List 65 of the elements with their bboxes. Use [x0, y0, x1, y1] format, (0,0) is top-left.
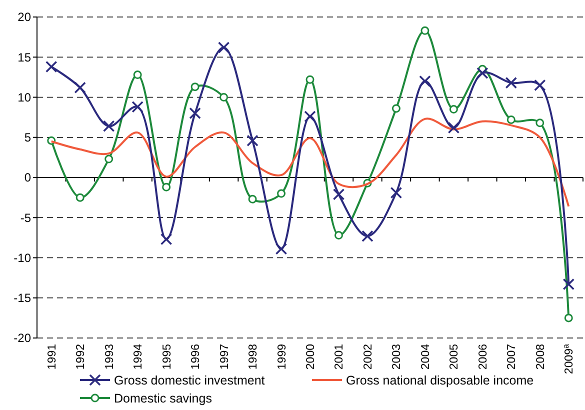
point [362, 230, 374, 242]
y-tick-label: 5 [24, 130, 32, 145]
legend-label: Gross domestic investment [114, 373, 266, 388]
y-tick-label: 15 [18, 50, 32, 64]
point [564, 314, 573, 322]
point [534, 79, 546, 92]
point [102, 120, 115, 132]
point [476, 67, 488, 80]
x-tick-label: 1992 [75, 344, 88, 370]
y-tick-label: -10 [14, 250, 32, 265]
x-tick-label: 2006 [477, 344, 490, 370]
x-tick-label: 1991 [46, 344, 58, 370]
x-tick-label: 1993 [104, 344, 116, 370]
point [506, 115, 516, 124]
point [536, 118, 544, 128]
y-tick-label: -20 [14, 331, 32, 346]
legend-label: Domestic savings [114, 391, 212, 406]
x-tick-label: 1998 [248, 344, 260, 370]
x-tick-label: 2007 [506, 344, 518, 370]
x-tick-label: 1999 [276, 344, 288, 370]
point [505, 76, 518, 89]
point [45, 60, 58, 73]
point [104, 154, 114, 164]
point [334, 231, 343, 240]
point [420, 26, 430, 35]
y-tick-label: 10 [18, 90, 32, 104]
point [562, 278, 575, 290]
point [246, 134, 258, 146]
x-tick-label: 2001 [334, 344, 346, 370]
point [218, 42, 230, 54]
x-tick-label: 2005 [448, 344, 461, 370]
point [277, 189, 286, 198]
point [275, 243, 288, 255]
x-tick-label: 1997 [218, 344, 231, 370]
point [189, 107, 201, 120]
x-tick-label: 2008 [534, 344, 547, 370]
point [248, 194, 257, 204]
x-tick-label: 1996 [190, 344, 202, 370]
x-tick-label: 2002 [362, 344, 374, 370]
point [220, 93, 228, 102]
point [449, 105, 458, 114]
point [390, 186, 402, 199]
y-tick-label: -5 [20, 210, 32, 225]
point [419, 75, 431, 88]
point [332, 188, 345, 200]
y-tick-label: 0 [24, 170, 32, 185]
point [162, 182, 171, 192]
x-tick-label: 2004 [420, 343, 432, 370]
point [76, 193, 84, 202]
x-tick-label: 2003 [391, 344, 404, 370]
point [160, 233, 172, 246]
point [132, 100, 144, 113]
x-tick-label: 1994 [132, 343, 145, 370]
y-tick-label: -15 [14, 291, 32, 306]
x-tick-label: 1995 [161, 344, 174, 370]
legend-label: Gross national disposable income [346, 373, 534, 388]
point [304, 110, 316, 122]
x-tick-label: 2000 [305, 344, 317, 370]
point [448, 122, 460, 134]
point [74, 82, 86, 94]
point [133, 70, 142, 80]
point [392, 104, 400, 113]
y-tick-label: 20 [18, 10, 32, 24]
point [306, 75, 314, 84]
point [190, 82, 200, 92]
